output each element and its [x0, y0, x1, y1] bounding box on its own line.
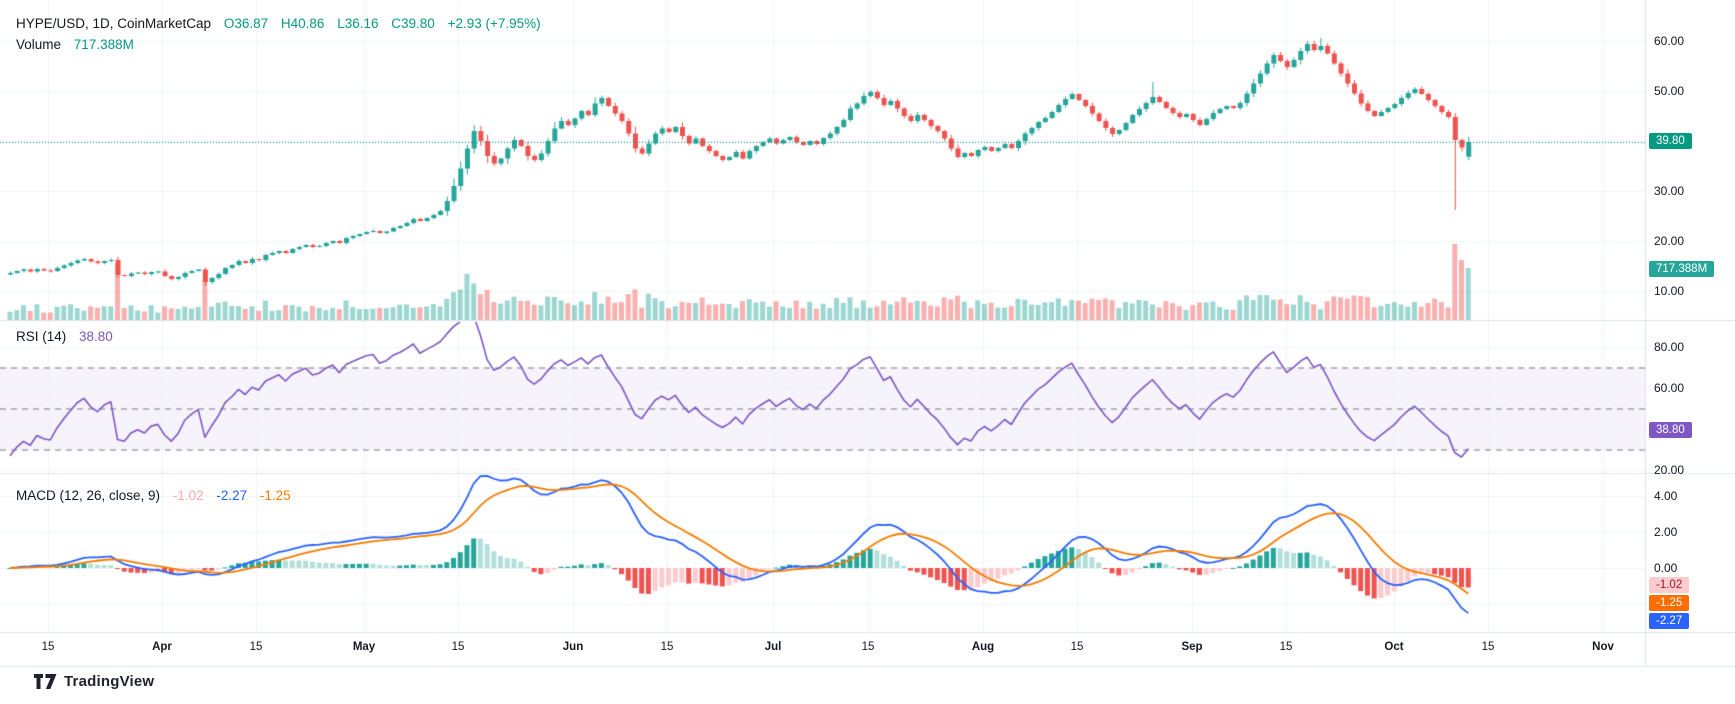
macd-label: MACD (12, 26, close, 9) — [16, 488, 161, 503]
axis-tick-label: 20.00 — [1654, 463, 1685, 477]
time-tick-label: May — [352, 641, 376, 653]
axis-tick-label: 20.00 — [1654, 234, 1685, 248]
time-tick-label: Jul — [764, 641, 782, 653]
tradingview-brand-text: TradingView — [64, 673, 155, 690]
macd-hist-value: -1.02 — [172, 488, 204, 503]
symbol-legend[interactable]: HYPE/USD, 1D, CoinMarketCap O36.87 H40.8… — [16, 15, 550, 33]
time-tick-label: 15 — [1070, 641, 1084, 653]
axis-tick-label: 60.00 — [1654, 381, 1685, 395]
macd-signal-badge: -1.25 — [1649, 595, 1690, 611]
last-price-badge: 39.80 — [1649, 133, 1692, 149]
time-tick-label: 15 — [1481, 641, 1495, 653]
vertical-gridline — [364, 0, 365, 666]
ohlc-open: O36.87 — [223, 16, 269, 31]
axis-tick-label: 2.00 — [1654, 525, 1678, 539]
vertical-gridline — [1286, 0, 1287, 666]
time-tick-label: 15 — [660, 641, 674, 653]
axis-tick-label: 30.00 — [1654, 184, 1685, 198]
macd-legend[interactable]: MACD (12, 26, close, 9) -1.02 -2.27 -1.2… — [16, 487, 300, 505]
vertical-gridline — [667, 0, 668, 666]
vertical-gridline — [256, 0, 257, 666]
ohlc-close: C39.80 — [391, 16, 435, 31]
axis-tick-label: 80.00 — [1654, 340, 1685, 354]
time-tick-label: 15 — [249, 641, 263, 653]
axis-tick-label: 50.00 — [1654, 84, 1685, 98]
axis-tick-label: 60.00 — [1654, 34, 1685, 48]
macd-line-value: -2.27 — [216, 488, 248, 503]
axis-tick-label: 4.00 — [1654, 489, 1678, 503]
rsi-label: RSI (14) — [16, 329, 67, 344]
ohlc-low: L36.16 — [337, 16, 379, 31]
time-tick-label: 15 — [1279, 641, 1293, 653]
vertical-gridline — [458, 0, 459, 666]
vertical-gridline — [162, 0, 163, 666]
rsi-value: 38.80 — [79, 329, 113, 344]
axis-tick-label: 0.00 — [1654, 561, 1678, 575]
time-tick-label: Oct — [1384, 641, 1404, 653]
vertical-gridline — [1394, 0, 1395, 666]
time-tick-label: Aug — [971, 641, 995, 653]
tradingview-branding[interactable]: TradingView — [34, 673, 154, 690]
tradingview-logo-icon — [34, 674, 57, 689]
change-value: +2.93 (+7.95%) — [447, 16, 541, 31]
vertical-gridline — [868, 0, 869, 666]
time-tick-label: Apr — [152, 641, 172, 653]
volume-legend[interactable]: Volume 717.388M — [16, 36, 143, 54]
macd-signal-value: -1.25 — [259, 488, 291, 503]
vertical-gridline — [1192, 0, 1193, 666]
ohlc-high: H40.86 — [280, 16, 325, 31]
time-tick-label: 15 — [861, 641, 875, 653]
axis-tick-label: 10.00 — [1654, 284, 1685, 298]
symbol-title[interactable]: HYPE/USD, 1D, CoinMarketCap — [16, 16, 212, 31]
volume-badge: 717.388M — [1649, 261, 1715, 277]
time-tick-label: Nov — [1592, 641, 1614, 653]
vertical-gridline — [1488, 0, 1489, 666]
time-tick-label: Jun — [562, 641, 584, 653]
vertical-gridline — [573, 0, 574, 666]
vertical-gridline — [983, 0, 984, 666]
volume-value: 717.388M — [73, 37, 134, 52]
time-tick-label: Sep — [1181, 641, 1203, 653]
vertical-gridline — [1077, 0, 1078, 666]
macd-hist-badge: -1.02 — [1649, 577, 1690, 593]
macd-line-badge: -2.27 — [1649, 613, 1690, 629]
rsi-badge: 38.80 — [1649, 422, 1692, 438]
rsi-legend[interactable]: RSI (14) 38.80 — [16, 328, 122, 346]
vertical-gridline — [1603, 0, 1604, 666]
volume-label: Volume — [16, 37, 62, 52]
vertical-gridline — [773, 0, 774, 666]
time-tick-label: 15 — [451, 641, 465, 653]
time-tick-label: 15 — [41, 641, 55, 653]
